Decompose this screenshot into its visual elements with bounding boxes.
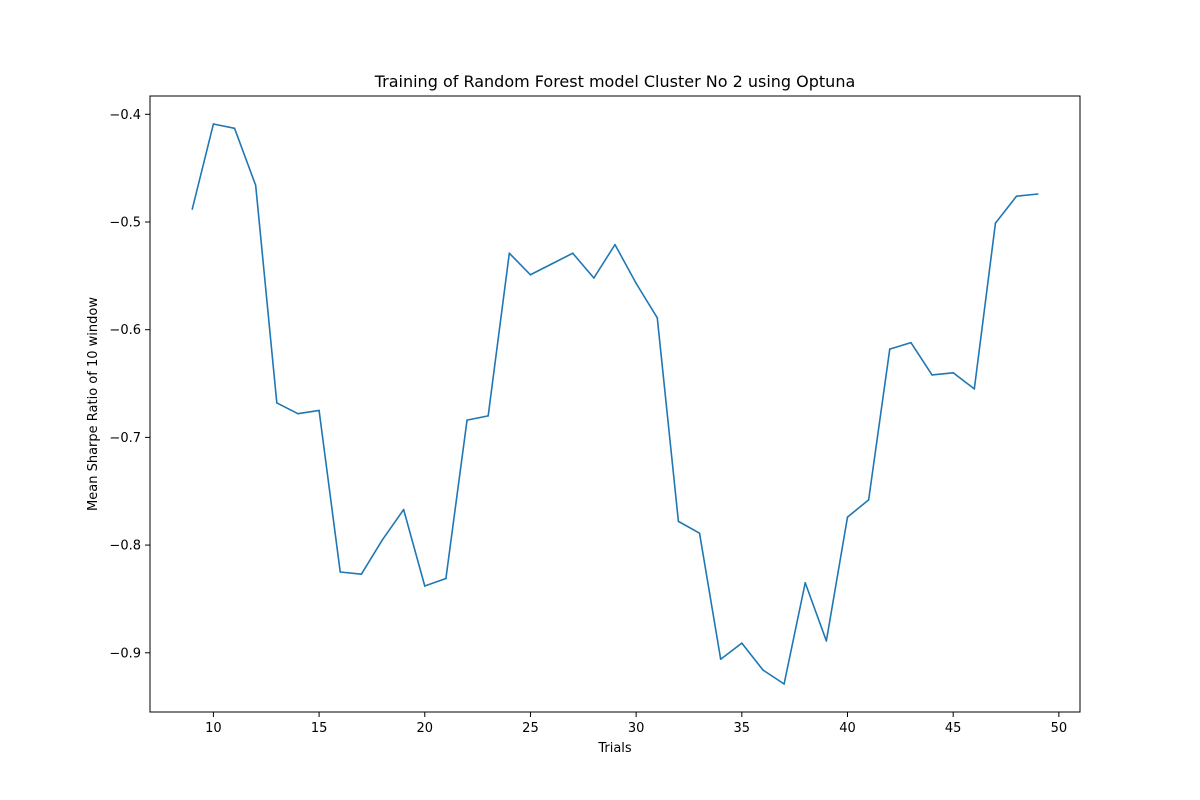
data-point xyxy=(318,409,320,412)
plot-area-frame xyxy=(149,95,1081,713)
data-point xyxy=(339,571,342,573)
x-tick-label: 10 xyxy=(205,721,222,736)
data-point xyxy=(635,282,637,285)
data-point xyxy=(233,127,236,130)
y-tick-label: −0.4 xyxy=(109,108,141,123)
data-point xyxy=(973,388,976,390)
data-point xyxy=(487,415,489,417)
data-point xyxy=(423,585,426,587)
y-tick-label: −0.5 xyxy=(109,216,141,231)
y-tick-label: −0.6 xyxy=(109,323,141,338)
x-axis-ticks: 10 15 20 25 30 35 40 45 50 xyxy=(205,712,1067,736)
x-tick-label: 40 xyxy=(839,721,856,736)
data-point xyxy=(276,402,278,404)
data-point xyxy=(783,683,785,685)
data-point xyxy=(804,581,807,584)
data-point xyxy=(614,243,616,246)
data-point xyxy=(402,508,405,511)
data-point xyxy=(994,222,997,224)
y-tick-label: −0.9 xyxy=(109,646,141,661)
data-point xyxy=(910,341,912,344)
x-tick-label: 30 xyxy=(628,721,645,736)
data-point xyxy=(445,577,447,580)
data-point xyxy=(952,371,954,374)
data-point xyxy=(846,516,849,518)
x-tick-label: 35 xyxy=(734,721,751,736)
y-axis-label: Mean Sharpe Ratio of 10 window xyxy=(86,297,101,511)
series-layer xyxy=(191,123,1039,685)
y-tick-label: −0.8 xyxy=(109,539,141,554)
data-point xyxy=(508,252,511,255)
data-point xyxy=(212,123,215,125)
data-point xyxy=(741,642,743,644)
chart-title: Training of Random Forest model Cluster … xyxy=(374,72,856,91)
data-point xyxy=(381,538,384,541)
data-point xyxy=(931,374,933,376)
x-tick-label: 50 xyxy=(1051,721,1068,736)
data-point xyxy=(529,273,532,276)
data-point xyxy=(191,208,194,210)
data-point xyxy=(677,520,680,523)
x-tick-label: 20 xyxy=(416,721,433,736)
data-point xyxy=(297,412,299,415)
data-point xyxy=(550,263,553,265)
data-point xyxy=(825,640,828,642)
x-tick-label: 25 xyxy=(522,721,539,736)
y-tick-label: −0.7 xyxy=(109,431,141,446)
y-axis-ticks: −0.4 −0.5 −0.6 −0.7 −0.8 −0.9 xyxy=(109,108,150,661)
data-point xyxy=(1015,195,1018,197)
data-point xyxy=(360,573,363,575)
data-point xyxy=(867,499,870,501)
x-axis-label: Trials xyxy=(597,741,632,756)
data-point xyxy=(762,669,764,671)
data-point xyxy=(571,252,574,255)
data-point xyxy=(1036,193,1039,195)
data-point xyxy=(593,277,595,279)
data-point xyxy=(656,317,659,319)
data-point xyxy=(719,658,722,661)
x-tick-label: 45 xyxy=(945,721,962,736)
data-point xyxy=(254,184,257,187)
data-point xyxy=(466,419,468,421)
data-point xyxy=(888,348,891,350)
data-point xyxy=(698,532,701,535)
x-tick-label: 15 xyxy=(311,721,328,736)
